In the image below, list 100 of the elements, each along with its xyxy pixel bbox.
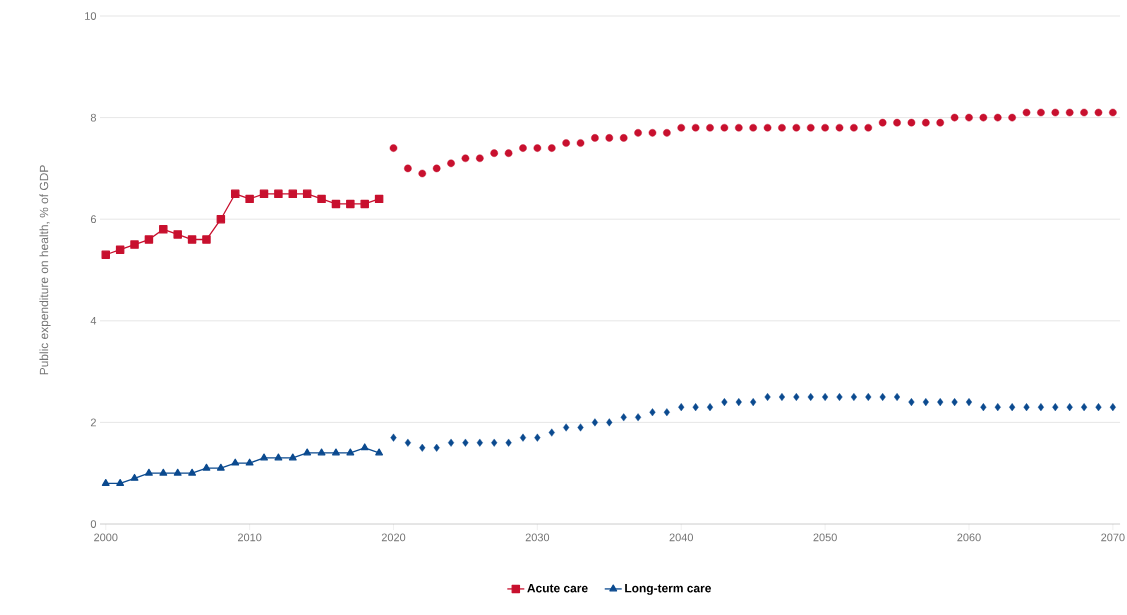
point	[835, 123, 844, 132]
point	[606, 418, 613, 427]
point	[577, 423, 584, 432]
point	[360, 443, 369, 451]
point	[649, 408, 656, 417]
point	[173, 468, 182, 476]
point	[130, 473, 139, 481]
point	[230, 189, 240, 199]
point	[274, 453, 283, 461]
point	[663, 408, 670, 417]
point	[317, 194, 326, 204]
point	[317, 448, 326, 456]
point	[389, 144, 398, 152]
point	[432, 164, 441, 173]
point	[462, 438, 469, 447]
point	[634, 129, 642, 137]
point	[202, 463, 211, 471]
point	[491, 438, 498, 447]
x-tick-label: 2060	[957, 533, 981, 542]
point	[1065, 108, 1074, 117]
point	[1081, 403, 1088, 412]
point	[1037, 108, 1045, 117]
point	[245, 194, 254, 204]
point	[1095, 403, 1102, 412]
point	[159, 468, 168, 476]
point	[691, 123, 700, 132]
point	[216, 463, 225, 471]
point	[101, 250, 111, 260]
point	[721, 398, 728, 407]
y-tick-label: 8	[90, 113, 96, 122]
point	[936, 118, 945, 127]
point	[850, 123, 858, 132]
point	[893, 118, 901, 127]
point	[1022, 108, 1031, 117]
point	[332, 448, 340, 456]
point	[734, 123, 743, 132]
point	[1109, 403, 1116, 412]
x-tick-label: 2040	[669, 533, 693, 542]
point	[907, 118, 916, 127]
point	[563, 423, 570, 432]
point	[115, 245, 125, 254]
point	[793, 393, 800, 401]
point	[979, 113, 988, 122]
point	[447, 159, 455, 168]
point	[692, 403, 699, 412]
point	[937, 398, 944, 407]
point	[1094, 108, 1103, 117]
point	[419, 443, 426, 452]
point	[562, 139, 570, 147]
point	[763, 123, 772, 132]
point	[303, 448, 312, 456]
point	[505, 438, 512, 447]
point	[476, 438, 483, 447]
point	[346, 448, 355, 456]
y-axis-title: Public expenditure on health, % of GDP	[39, 165, 51, 375]
point	[965, 398, 973, 407]
y-tick-label: 6	[90, 215, 96, 224]
point	[461, 154, 470, 163]
point	[1037, 403, 1044, 412]
legend-label: Long-term care	[625, 584, 711, 595]
point	[749, 123, 757, 132]
y-tick-label: 4	[90, 317, 97, 325]
point	[375, 448, 384, 456]
point	[288, 453, 297, 461]
point	[879, 393, 886, 401]
point	[965, 113, 973, 122]
point	[144, 235, 154, 244]
point	[605, 134, 614, 142]
point	[231, 458, 240, 466]
point	[807, 393, 814, 401]
point	[1052, 403, 1059, 412]
point	[1051, 108, 1060, 117]
point	[821, 123, 829, 132]
point	[908, 398, 915, 407]
point	[188, 468, 197, 476]
point	[245, 458, 254, 466]
point	[706, 403, 714, 412]
point	[648, 129, 657, 137]
point	[663, 129, 671, 137]
y-tick-label: 0	[90, 520, 97, 528]
point	[476, 154, 484, 163]
point	[864, 123, 873, 132]
point	[778, 123, 786, 132]
point	[259, 189, 269, 199]
legend-label: Acute care	[527, 584, 588, 593]
point	[288, 189, 298, 199]
point	[116, 478, 125, 486]
point	[980, 403, 987, 412]
point	[922, 398, 929, 407]
point	[202, 235, 211, 244]
point	[576, 139, 585, 147]
point	[101, 478, 110, 486]
point	[1008, 113, 1016, 122]
point	[173, 230, 182, 239]
point	[504, 149, 513, 157]
point	[331, 199, 341, 209]
point	[1066, 403, 1073, 412]
x-tick-label: 2000	[94, 533, 118, 542]
point	[519, 433, 527, 442]
point	[302, 189, 312, 199]
